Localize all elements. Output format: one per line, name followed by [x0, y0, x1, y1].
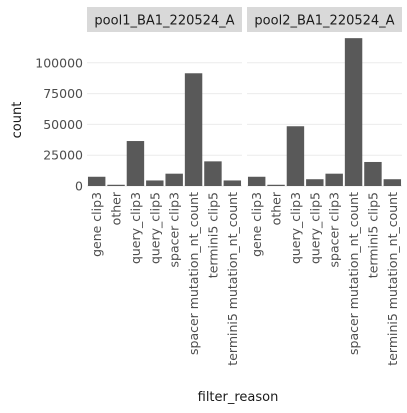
bar: [383, 179, 402, 186]
x-tick-label: spacer mutation_nt_count: [346, 192, 361, 355]
bar: [306, 179, 324, 186]
panel-strip: [87, 7, 242, 32]
y-tick-label: 50000: [43, 117, 83, 132]
x-tick-label: termini5 mutation_nt_count: [225, 192, 240, 366]
bar: [364, 161, 382, 186]
bar: [247, 176, 266, 186]
x-tick-label: termini5 clip5: [365, 192, 380, 278]
y-tick-label: 0: [75, 179, 83, 194]
y-axis: 0 25000 50000 75000 100000: [35, 55, 83, 193]
bar: [325, 173, 343, 186]
bar: [344, 38, 363, 186]
bar: [184, 73, 203, 186]
panel-strip: [247, 7, 402, 32]
bar: [126, 141, 145, 186]
x-tick-label: spacer clip3: [167, 192, 182, 268]
x-axis-title: filter_reason: [198, 390, 279, 405]
bar: [146, 180, 164, 186]
x-tick-label: other: [109, 191, 124, 225]
bar: [165, 173, 183, 186]
x-tick-label: spacer clip3: [327, 192, 342, 268]
x-tick-label: gene clip3: [249, 192, 264, 257]
x-tick-label: query_clip3: [128, 192, 143, 264]
bar: [107, 184, 125, 186]
bar: [286, 126, 305, 186]
x-tick-label: other: [269, 191, 284, 225]
x-tick-label: query_clip3: [288, 192, 303, 264]
bar: [204, 161, 222, 186]
y-tick-label: 75000: [43, 86, 83, 101]
x-tick-label: query_clip5: [147, 192, 162, 264]
x-tick-label: gene clip3: [89, 192, 104, 257]
panel-title: pool1_BA1_220524_A: [94, 14, 234, 29]
bar: [267, 184, 285, 186]
y-axis-title: count: [10, 102, 25, 139]
y-tick-label: 100000: [35, 55, 83, 70]
x-tick-label: termini5 mutation_nt_count: [385, 192, 400, 366]
x-tick-label: query_clip5: [307, 192, 322, 264]
y-tick-label: 25000: [43, 148, 83, 163]
panel-title: pool2_BA1_220524_A: [254, 14, 394, 29]
x-tick-label: termini5 clip5: [205, 192, 220, 278]
x-tick-label: spacer mutation_nt_count: [186, 192, 201, 355]
bar: [223, 180, 242, 186]
bar: [87, 176, 106, 186]
